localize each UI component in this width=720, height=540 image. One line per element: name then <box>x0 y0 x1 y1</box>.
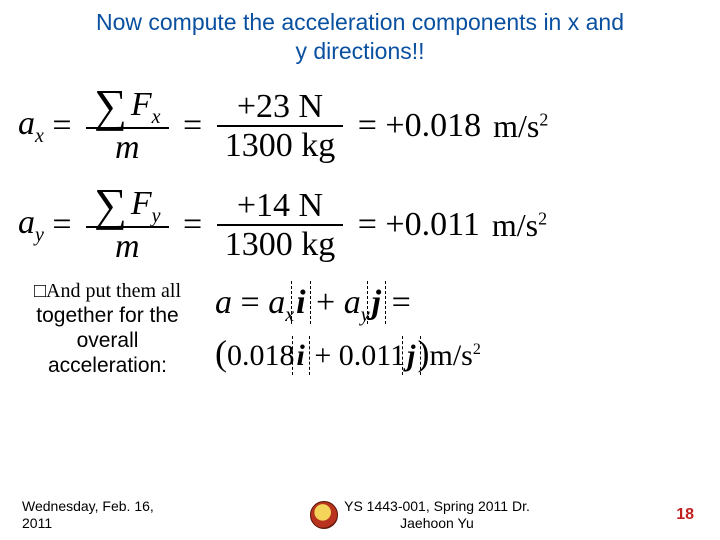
caption-r1: together for the <box>6 303 209 328</box>
title-line-2: y directions!! <box>295 38 424 64</box>
sigma-icon: ∑ <box>94 88 127 125</box>
caption-r3: acceleration: <box>6 353 209 378</box>
caption-script: □And put them all <box>6 280 209 303</box>
unit-vector-i: i <box>294 284 307 321</box>
frac-val-x: +23 N 1300 kg <box>217 88 344 165</box>
rhs-x-unit: m/s2 <box>485 108 548 145</box>
frac-sigma-fy: ∑Fy m <box>86 185 168 266</box>
rhs-x-val: +0.018 <box>385 107 481 145</box>
eq-sign: = <box>44 107 80 145</box>
slide-title: Now compute the acceleration components … <box>0 0 720 66</box>
fx-F: F <box>131 86 152 123</box>
footer: Wednesday, Feb. 16, 2011 YS 1443-001, Sp… <box>0 498 720 532</box>
seal-icon <box>310 501 338 529</box>
sigma-icon-2: ∑ <box>94 187 127 224</box>
eq-sign-3: = <box>349 107 385 145</box>
caption-left: □And put them all together for the overa… <box>0 280 215 379</box>
fx-sub: x <box>152 105 161 127</box>
ay-a: a <box>18 204 35 241</box>
vector-equation: a = axi + ayj = (0.018i + 0.011j)m/s2 <box>215 280 481 377</box>
caption-r2: overall <box>6 328 209 353</box>
ax-a: a <box>18 105 35 142</box>
title-line-1: Now compute the acceleration components … <box>96 9 624 35</box>
footer-course: YS 1443-001, Spring 2011 Dr. Jaehoon Yu <box>200 498 640 532</box>
fx-m: m <box>107 129 148 166</box>
denx: 1300 kg <box>217 127 344 164</box>
numx: +23 N <box>229 88 331 125</box>
bottom-row: □And put them all together for the overa… <box>0 280 720 379</box>
ax-sub: x <box>35 124 44 146</box>
equation-ay: ay = ∑Fy m = +14 N 1300 kg = +0.011 m/s2 <box>18 185 720 266</box>
equation-ax: ax = ∑Fx m = +23 N 1300 kg = +0.018 m/s2 <box>18 86 720 167</box>
footer-date: Wednesday, Feb. 16, 2011 <box>0 498 200 532</box>
frac-val-y: +14 N 1300 kg <box>217 187 344 264</box>
frac-sigma-fx: ∑Fx m <box>86 86 168 167</box>
page-number: 18 <box>640 506 720 524</box>
unit-vector-j: j <box>370 284 383 321</box>
eq-sign-2: = <box>175 107 211 145</box>
ay-sub: y <box>35 224 44 246</box>
